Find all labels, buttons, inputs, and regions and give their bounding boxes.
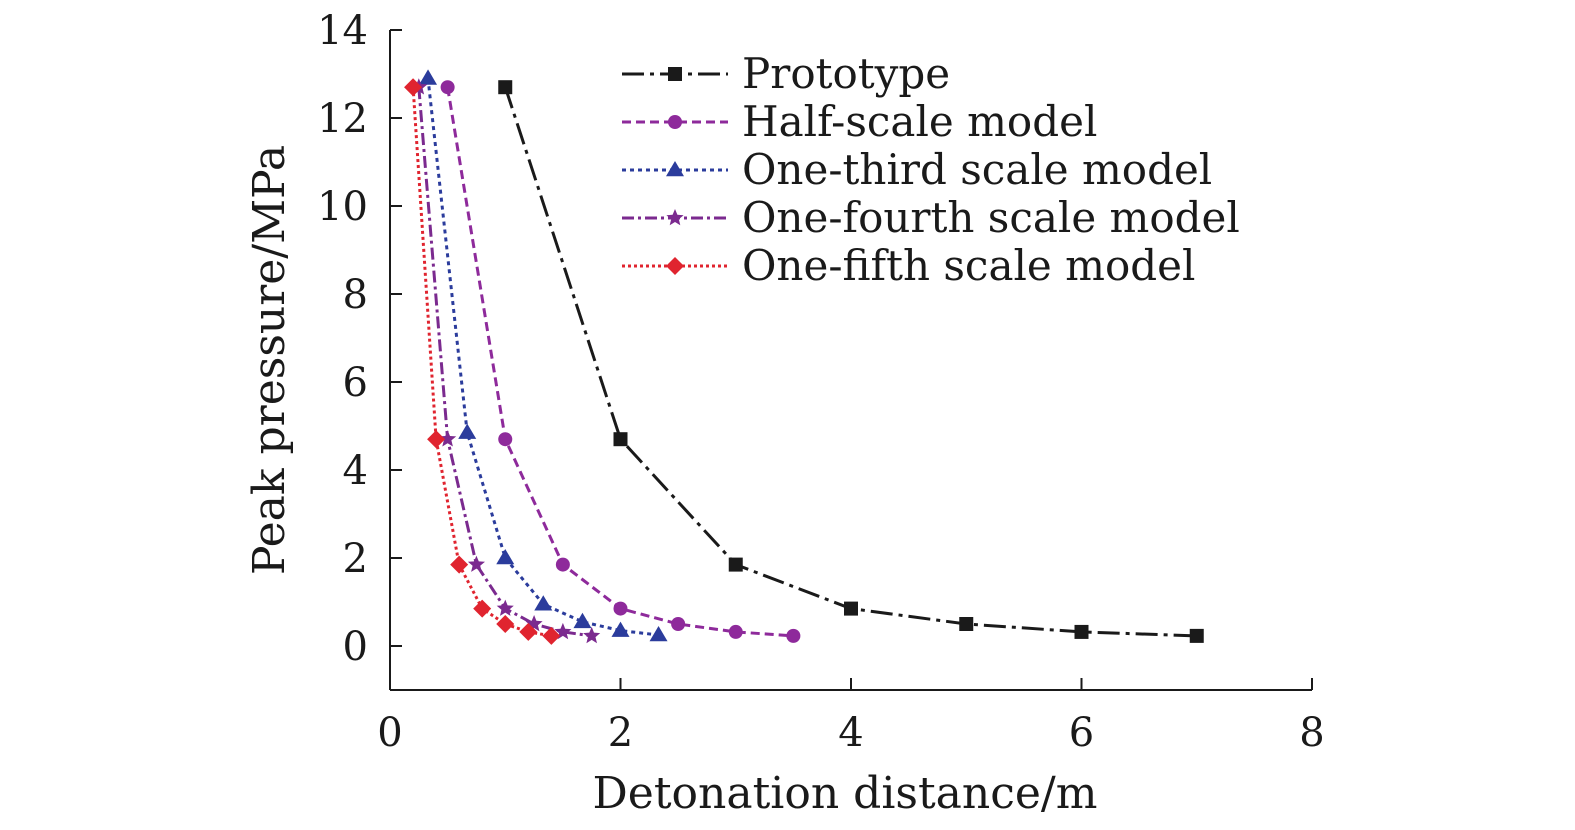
x-axis-title: Detonation distance/m [593,768,1098,819]
series-layer [404,69,1204,645]
data-point [844,601,858,616]
data-point [496,549,515,565]
legend-label: Half-scale model [742,97,1097,146]
x-tick-label: 6 [1069,710,1094,756]
x-tick-label: 8 [1299,710,1324,756]
legend-marker [666,161,684,177]
y-tick-label: 8 [343,272,368,318]
data-point [671,617,686,631]
axes: 0 2 4 6 8 0 2 4 6 8 10 12 14 [317,8,1325,756]
data-point [440,80,455,95]
legend-marker [666,209,684,226]
data-point [458,423,477,439]
data-point [728,557,743,572]
data-point [613,432,628,447]
legend-marker [668,115,682,129]
data-point [439,430,457,447]
data-point [583,626,601,644]
data-point [467,555,485,572]
legend-label: One-fourth scale model [742,193,1240,242]
data-point [450,555,469,574]
data-point [611,621,630,637]
data-point [419,69,438,85]
data-point [649,626,668,642]
x-tick-label: 2 [608,710,633,756]
y-tick-label: 6 [343,360,368,406]
data-point [728,624,743,639]
data-point [554,622,572,640]
series-line [411,87,552,638]
series-line [426,78,659,637]
legend-entry-1: Prototype [622,49,950,98]
data-point [473,599,492,618]
legend-label: Prototype [742,49,950,98]
data-point [496,615,515,633]
data-point [519,622,538,641]
data-point [542,626,561,645]
data-point [496,599,514,616]
y-axis-title: Peak pressure/MPa [244,145,295,575]
series-3 [419,69,668,642]
y-tick-label: 4 [343,448,368,494]
legend-entry-5: One-fifth scale model [622,241,1195,290]
legend-label: One-fifth scale model [742,241,1195,290]
y-tick-label: 10 [317,184,368,230]
series-1 [498,80,1204,643]
y-tick-label: 0 [343,624,368,670]
data-point [498,80,513,95]
y-tick-label: 2 [343,536,368,582]
legend-marker [668,67,682,81]
data-point [498,432,513,447]
x-tick-label: 0 [377,710,402,756]
data-point [555,557,570,572]
data-point [786,628,801,643]
data-point [404,78,423,97]
data-point [525,615,543,632]
data-point [613,601,628,616]
data-point [1189,628,1204,643]
data-point [427,430,446,449]
data-point [534,595,553,611]
series-2 [440,80,801,643]
x-tick-label: 4 [838,710,863,756]
data-point [1074,624,1089,639]
y-tick-label: 14 [317,8,368,54]
data-point [573,612,592,629]
legend-marker [666,257,684,275]
legend-label: One-third scale model [742,145,1212,194]
legend-entry-4: One-fourth scale model [622,193,1240,242]
data-point [959,617,974,631]
series-5 [404,78,561,645]
legend-entry-3: One-third scale model [622,145,1212,194]
legend-entry-2: Half-scale model [622,97,1097,146]
y-tick-label: 12 [317,96,368,142]
